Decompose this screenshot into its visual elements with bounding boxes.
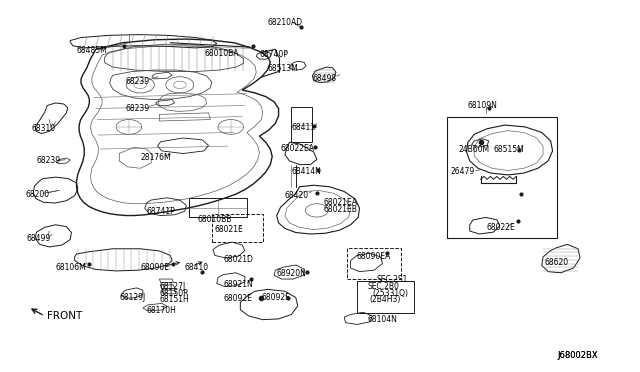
Text: 68210AD: 68210AD	[268, 18, 303, 27]
Text: (2B4H3): (2B4H3)	[370, 295, 401, 304]
Text: 68104N: 68104N	[368, 315, 397, 324]
Text: 68420: 68420	[285, 191, 309, 200]
Text: J68002BX: J68002BX	[557, 351, 598, 360]
Text: 68021EA: 68021EA	[323, 198, 357, 207]
Text: 68022EA: 68022EA	[280, 144, 314, 153]
Text: 68200: 68200	[26, 190, 50, 199]
Text: SEC.2B0: SEC.2B0	[368, 282, 399, 291]
Text: (25331Q): (25331Q)	[372, 289, 408, 298]
Text: 68090EA: 68090EA	[357, 252, 391, 262]
Text: 68010BB: 68010BB	[198, 215, 232, 224]
Text: 68513M: 68513M	[268, 64, 298, 73]
Text: J68002BX: J68002BX	[557, 351, 598, 360]
Text: FRONT: FRONT	[47, 311, 83, 321]
Text: 68239: 68239	[36, 156, 61, 166]
Text: 68740P: 68740P	[259, 51, 289, 60]
Text: 68741P: 68741P	[147, 207, 175, 217]
Text: 68920N: 68920N	[276, 269, 307, 278]
Text: 68239: 68239	[125, 77, 150, 86]
Text: 26479: 26479	[451, 167, 475, 176]
Text: 68150R: 68150R	[159, 289, 189, 298]
Text: 28176M: 28176M	[140, 153, 171, 162]
Text: 68170H: 68170H	[147, 306, 177, 315]
Text: 24B60M: 24B60M	[459, 145, 490, 154]
Text: 68498: 68498	[312, 74, 337, 83]
Text: 68515M: 68515M	[493, 145, 524, 154]
Text: 68021E: 68021E	[215, 225, 244, 234]
Text: 68090E: 68090E	[140, 263, 170, 272]
Text: 68239: 68239	[125, 104, 150, 113]
Text: 68310: 68310	[32, 124, 56, 133]
Text: 68021EB: 68021EB	[323, 205, 357, 215]
Text: 68151H: 68151H	[159, 295, 189, 304]
Text: 68485M: 68485M	[77, 46, 108, 55]
Text: 68620: 68620	[544, 258, 568, 267]
Text: 68411: 68411	[291, 123, 316, 132]
Text: 68129J: 68129J	[119, 293, 145, 302]
Text: 68921N: 68921N	[223, 280, 253, 289]
Text: 68092E: 68092E	[223, 294, 252, 303]
Text: 68106M: 68106M	[56, 263, 86, 272]
Text: 68499: 68499	[27, 234, 51, 243]
Text: 68414N: 68414N	[291, 167, 321, 176]
Text: 68022E: 68022E	[487, 223, 516, 232]
Text: 68410: 68410	[185, 263, 209, 272]
Text: 68109N: 68109N	[468, 101, 498, 110]
Text: 68010BA: 68010BA	[204, 49, 239, 58]
Text: SEC.2S1: SEC.2S1	[376, 275, 408, 283]
Text: 68092E: 68092E	[261, 293, 291, 302]
Text: 68021D: 68021D	[223, 254, 253, 264]
Text: 68127J: 68127J	[159, 282, 186, 291]
